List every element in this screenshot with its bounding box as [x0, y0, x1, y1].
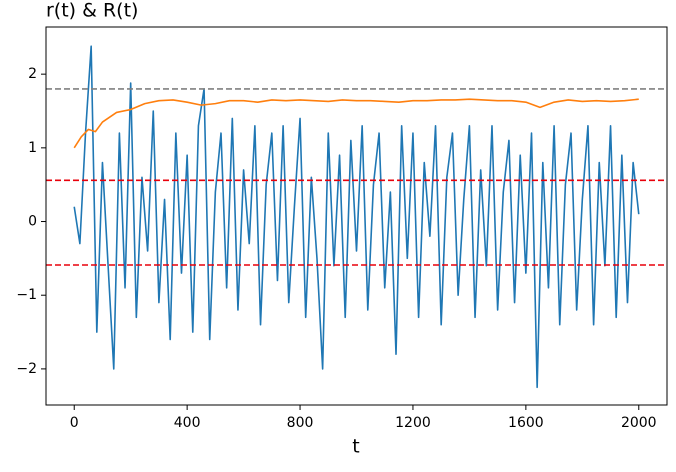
x-axis-label: t — [352, 436, 359, 458]
x-tick-label: 1200 — [395, 415, 431, 431]
data-line — [73, 45, 640, 389]
x-tick-label: 0 — [70, 415, 79, 431]
y-tick-label: 1 — [28, 140, 37, 156]
y-tick-label: −1 — [16, 287, 37, 303]
y-tick-label: −2 — [16, 361, 37, 377]
x-tick-label: 400 — [174, 415, 201, 431]
y-tick-label: 2 — [28, 66, 37, 82]
chart-title: r(t) & R(t) — [46, 0, 138, 22]
plot-frame — [45, 26, 668, 406]
x-tick-label: 2000 — [621, 415, 657, 431]
y-tick-label: 0 — [28, 214, 37, 230]
data-line — [73, 98, 639, 149]
x-tick-label: 1600 — [508, 415, 544, 431]
x-tick-label: 800 — [287, 415, 314, 431]
